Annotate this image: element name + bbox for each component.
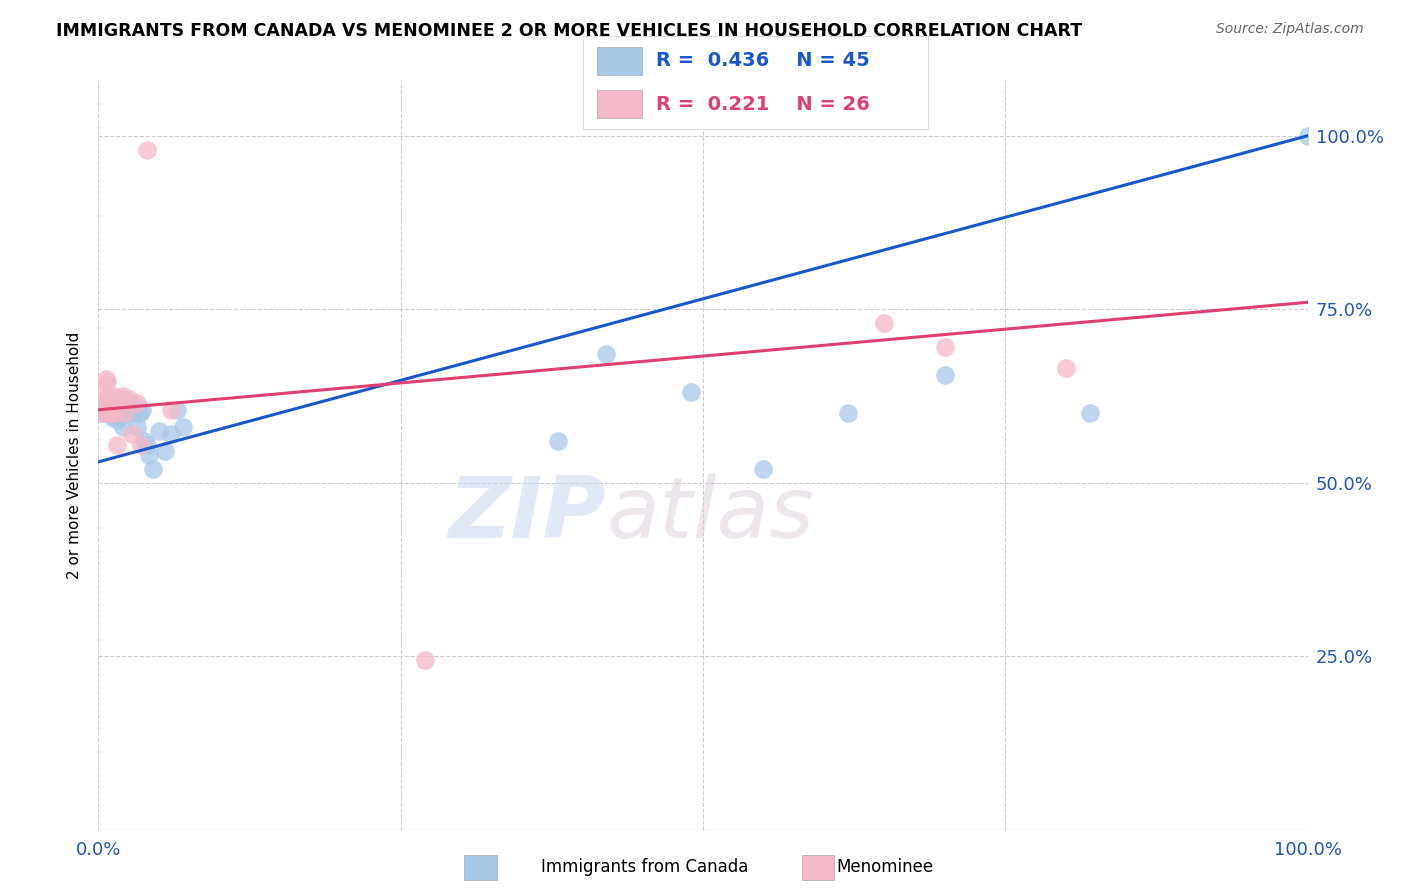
Point — [148, 424, 170, 438]
Point — [100, 406, 122, 420]
Point — [873, 316, 896, 330]
Point — [135, 143, 157, 157]
Point — [153, 444, 176, 458]
Point — [101, 406, 124, 420]
Point — [160, 427, 183, 442]
Point — [97, 389, 120, 403]
Point — [118, 392, 141, 407]
Point — [131, 402, 153, 417]
Point — [114, 406, 136, 420]
Point — [1054, 361, 1077, 376]
Point — [129, 437, 152, 451]
Point — [160, 402, 183, 417]
Point — [108, 409, 131, 424]
Point — [121, 406, 143, 420]
Point — [142, 462, 165, 476]
Text: Source: ZipAtlas.com: Source: ZipAtlas.com — [1216, 22, 1364, 37]
Point — [98, 406, 121, 420]
Point — [93, 396, 115, 410]
Text: R =  0.221    N = 26: R = 0.221 N = 26 — [655, 95, 870, 113]
Point — [103, 406, 125, 420]
Point — [134, 434, 156, 448]
Point — [96, 375, 118, 389]
Point — [110, 400, 132, 414]
Point — [121, 427, 143, 442]
Point — [934, 340, 956, 354]
Point — [128, 406, 150, 420]
Point — [94, 400, 117, 414]
Point — [107, 406, 129, 420]
Point — [97, 396, 120, 410]
Point — [547, 434, 569, 448]
Point — [679, 385, 702, 400]
Point — [118, 396, 141, 410]
Point — [111, 389, 134, 403]
Text: atlas: atlas — [606, 474, 814, 557]
Point — [124, 400, 146, 414]
Text: IMMIGRANTS FROM CANADA VS MENOMINEE 2 OR MORE VEHICLES IN HOUSEHOLD CORRELATION : IMMIGRANTS FROM CANADA VS MENOMINEE 2 OR… — [56, 22, 1083, 40]
Point — [934, 368, 956, 383]
Point — [172, 420, 194, 434]
Point — [104, 406, 127, 420]
Point — [120, 402, 142, 417]
Point — [103, 396, 125, 410]
Point — [112, 402, 135, 417]
Text: ZIP: ZIP — [449, 474, 606, 557]
Point — [108, 396, 131, 410]
Point — [91, 402, 114, 417]
Point — [100, 396, 122, 410]
Point — [595, 347, 617, 361]
Point — [103, 389, 125, 403]
Point — [135, 437, 157, 451]
Point — [90, 406, 112, 420]
Point — [90, 385, 112, 400]
Point — [114, 400, 136, 414]
Point — [115, 406, 138, 420]
Point — [91, 406, 114, 420]
Point — [100, 409, 122, 424]
Point — [413, 652, 436, 666]
Point — [108, 402, 131, 417]
Point — [105, 413, 128, 427]
Point — [100, 400, 122, 414]
Point — [127, 420, 149, 434]
FancyBboxPatch shape — [464, 855, 496, 880]
Point — [105, 437, 128, 451]
Point — [166, 402, 188, 417]
Point — [104, 402, 127, 417]
Point — [108, 392, 131, 407]
Point — [837, 406, 859, 420]
Point — [111, 420, 134, 434]
Text: Menominee: Menominee — [837, 858, 934, 876]
Point — [94, 371, 117, 385]
FancyBboxPatch shape — [598, 90, 643, 118]
Point — [98, 406, 121, 420]
FancyBboxPatch shape — [598, 47, 643, 75]
Y-axis label: 2 or more Vehicles in Household: 2 or more Vehicles in Household — [67, 331, 83, 579]
Text: R =  0.436    N = 45: R = 0.436 N = 45 — [655, 52, 869, 70]
Point — [1296, 128, 1319, 143]
Point — [752, 462, 775, 476]
Text: Immigrants from Canada: Immigrants from Canada — [541, 858, 748, 876]
Point — [96, 402, 118, 417]
Point — [127, 396, 149, 410]
FancyBboxPatch shape — [801, 855, 834, 880]
Point — [138, 448, 160, 462]
Point — [1078, 406, 1101, 420]
